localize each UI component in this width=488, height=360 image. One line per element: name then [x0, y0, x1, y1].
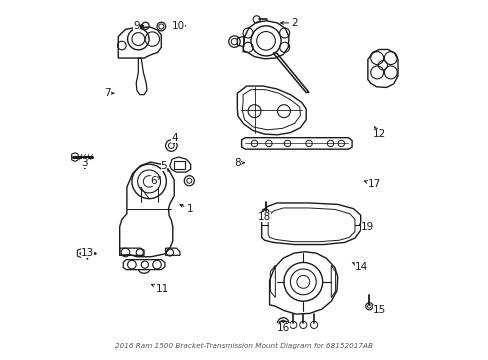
Text: 3: 3 — [81, 158, 88, 168]
Text: 9: 9 — [133, 21, 143, 31]
Polygon shape — [77, 249, 83, 257]
Text: 16: 16 — [276, 322, 289, 333]
Text: 13: 13 — [81, 248, 94, 259]
Polygon shape — [72, 153, 78, 161]
Text: 5: 5 — [160, 161, 169, 172]
Text: 6: 6 — [150, 176, 160, 186]
Text: 15: 15 — [372, 305, 385, 315]
Text: 7: 7 — [104, 88, 114, 98]
Text: 17: 17 — [364, 179, 380, 189]
Text: 1: 1 — [180, 204, 193, 214]
Text: 12: 12 — [371, 127, 385, 139]
Text: 4: 4 — [171, 133, 178, 143]
Bar — [174, 161, 184, 168]
Text: 10: 10 — [172, 21, 185, 31]
Text: 2016 Ram 1500 Bracket-Transmission Mount Diagram for 68152017AB: 2016 Ram 1500 Bracket-Transmission Mount… — [115, 343, 373, 349]
Text: 2: 2 — [280, 18, 297, 28]
Text: 18: 18 — [257, 212, 270, 221]
Text: 14: 14 — [351, 262, 367, 272]
Text: 11: 11 — [151, 284, 168, 294]
Text: 8: 8 — [234, 158, 244, 168]
Text: 19: 19 — [359, 222, 373, 232]
